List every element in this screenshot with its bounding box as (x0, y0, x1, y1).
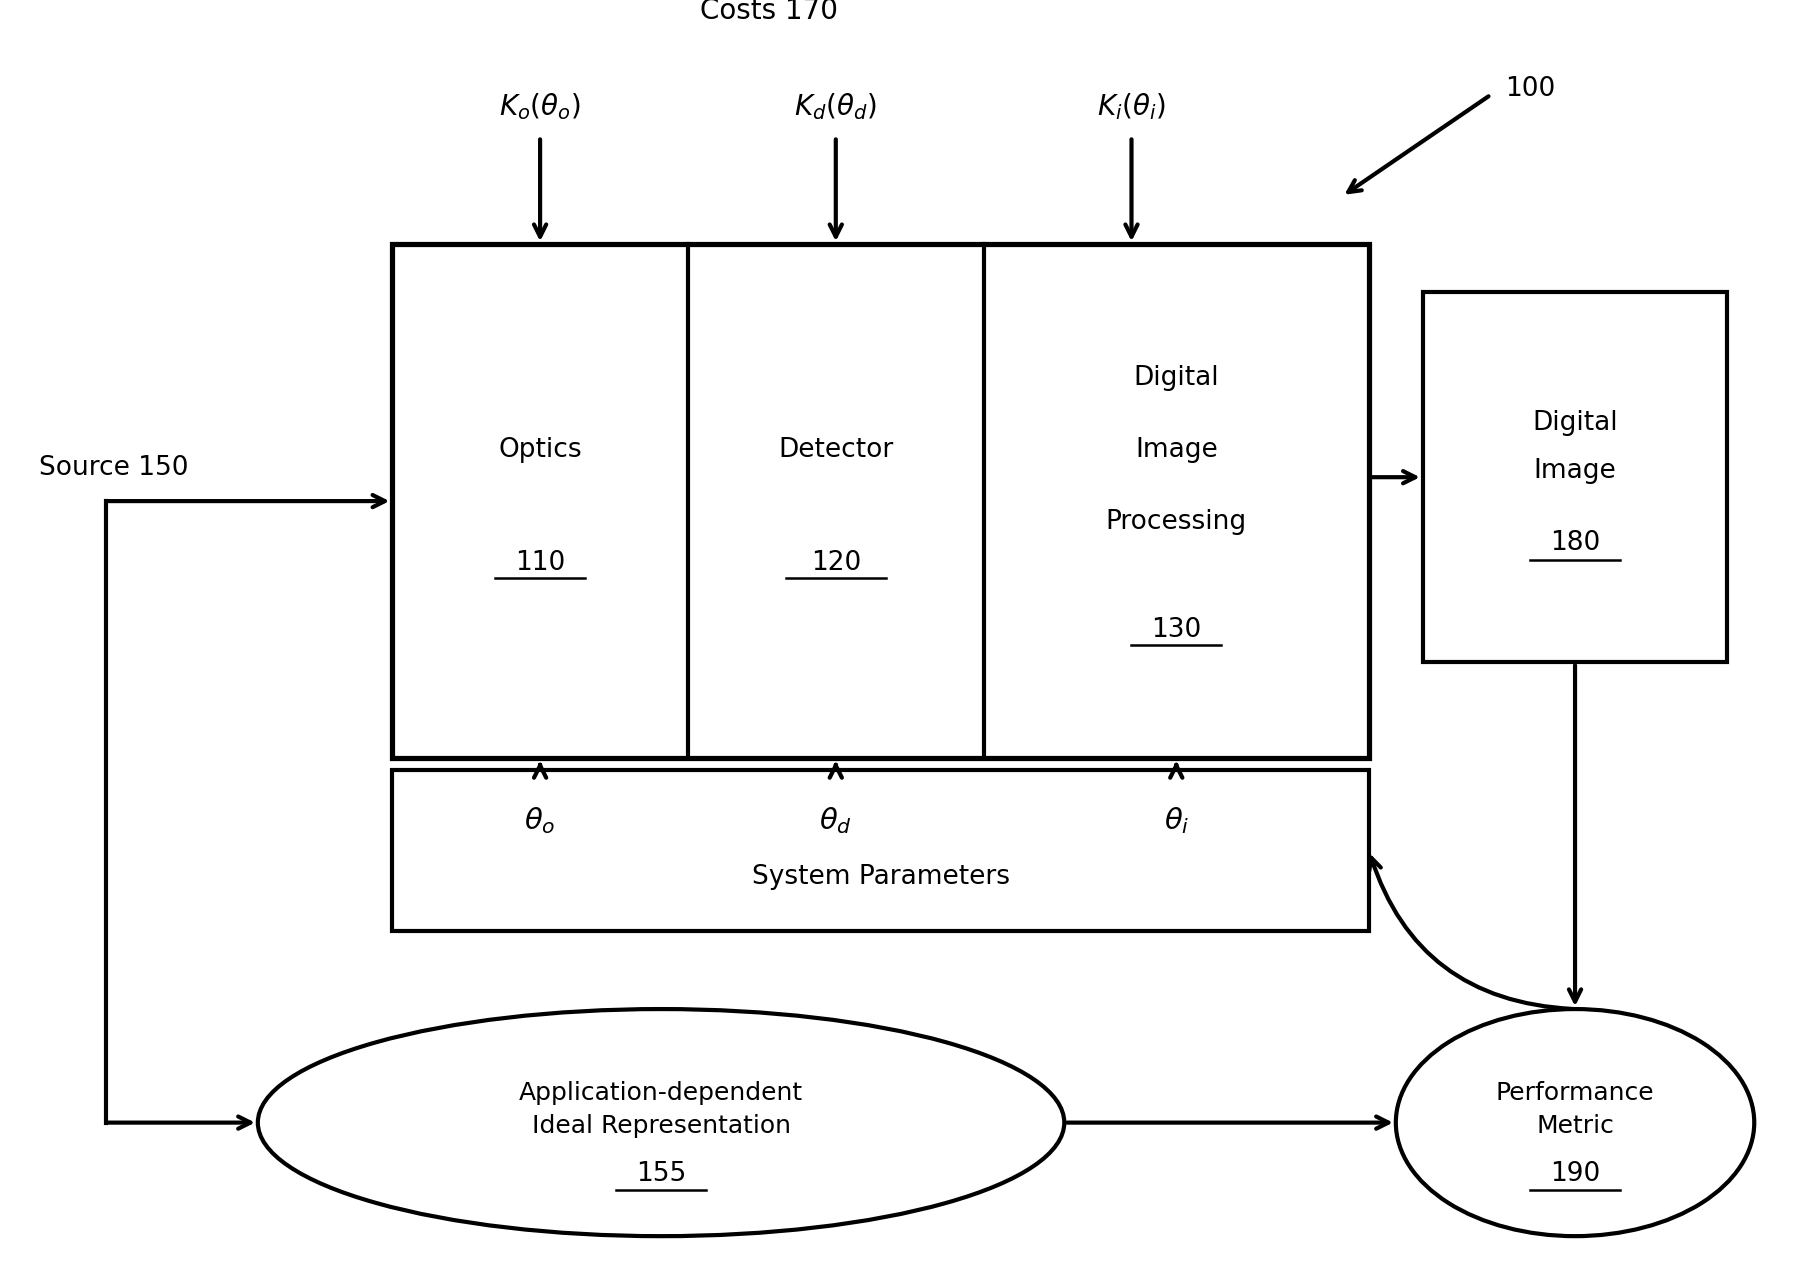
FancyBboxPatch shape (392, 245, 1368, 758)
Text: 100: 100 (1504, 76, 1554, 101)
Text: 120: 120 (810, 550, 861, 575)
Ellipse shape (1395, 1009, 1753, 1237)
Text: $\theta_i$: $\theta_i$ (1162, 806, 1188, 836)
Text: System Parameters: System Parameters (751, 864, 1009, 889)
Text: Image: Image (1532, 459, 1615, 484)
Text: $\theta_o$: $\theta_o$ (523, 806, 556, 836)
Text: Ideal Representation: Ideal Representation (531, 1114, 791, 1138)
Text: 130: 130 (1150, 617, 1200, 642)
Text: Performance: Performance (1495, 1081, 1653, 1105)
Text: Application-dependent: Application-dependent (518, 1081, 803, 1105)
Text: 110: 110 (514, 550, 565, 575)
Text: $\theta_d$: $\theta_d$ (819, 806, 852, 836)
Text: $K_o(\theta_o)$: $K_o(\theta_o)$ (498, 91, 581, 122)
Text: 180: 180 (1549, 530, 1599, 556)
Text: Costs 170: Costs 170 (699, 0, 838, 25)
Text: Digital: Digital (1134, 365, 1218, 390)
Text: Metric: Metric (1536, 1114, 1614, 1138)
Ellipse shape (258, 1009, 1063, 1237)
Text: 155: 155 (635, 1161, 686, 1187)
FancyBboxPatch shape (392, 770, 1368, 931)
FancyBboxPatch shape (1422, 291, 1726, 663)
Text: 190: 190 (1549, 1161, 1599, 1187)
Text: Optics: Optics (498, 437, 581, 462)
Text: $K_d(\theta_d)$: $K_d(\theta_d)$ (794, 91, 877, 122)
Text: Processing: Processing (1105, 508, 1245, 535)
Text: Detector: Detector (778, 437, 893, 462)
Text: $K_i(\theta_i)$: $K_i(\theta_i)$ (1096, 91, 1166, 122)
Text: Source 150: Source 150 (40, 455, 188, 480)
Text: Digital: Digital (1531, 411, 1617, 436)
Text: Image: Image (1134, 437, 1217, 462)
